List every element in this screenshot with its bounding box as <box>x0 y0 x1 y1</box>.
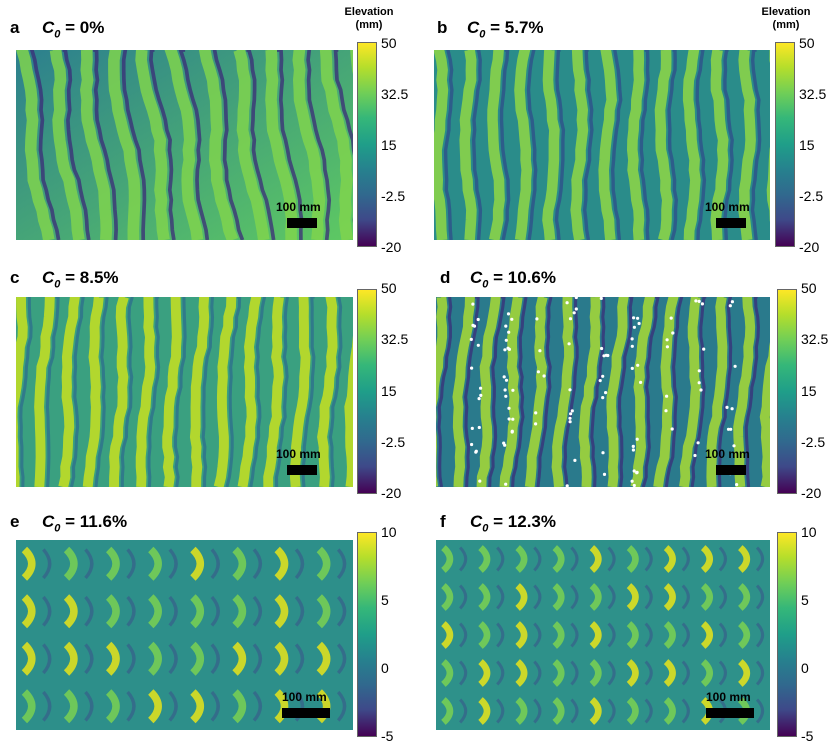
elevation-map-e <box>16 540 353 730</box>
colorbar-f <box>777 532 797 737</box>
colorbar-tick: 50 <box>381 35 397 51</box>
elevation-map-c <box>16 297 353 487</box>
colorbar-tick: 5 <box>801 592 809 608</box>
colorbar-tick: -20 <box>381 239 402 255</box>
colorbar-e <box>357 532 377 737</box>
panel-letter-d: d <box>440 268 451 287</box>
panel-title-c: C0 = 8.5% <box>42 268 119 291</box>
panel-title-a: C0 = 0% <box>42 18 105 41</box>
colorbar-tick: 32.5 <box>799 86 827 102</box>
panel-title-b: C0 = 5.7% <box>467 18 544 41</box>
colorbar-tick: 10 <box>381 524 397 540</box>
colorbar-tick: 32.5 <box>381 331 409 347</box>
colorbar-tick: -20 <box>381 485 402 501</box>
colorbar-tick: -2.5 <box>381 434 406 450</box>
colorbar-tick: 50 <box>799 35 815 51</box>
panel-letter-e: e <box>10 512 20 531</box>
panel-title-d: C0 = 10.6% <box>470 268 556 291</box>
panel-title-f: C0 = 12.3% <box>470 512 556 535</box>
colorbar-title-a: Elevation (mm) <box>344 6 394 31</box>
elevation-map-a <box>16 50 353 240</box>
colorbar-tick: -2.5 <box>801 434 826 450</box>
panel-letter-c: c <box>10 268 20 287</box>
colorbar-tick: -20 <box>801 485 822 501</box>
colorbar-c <box>357 289 377 494</box>
colorbar-tick: 32.5 <box>381 86 409 102</box>
elevation-map-b <box>434 50 770 240</box>
colorbar-tick: -5 <box>801 728 814 744</box>
colorbar-tick: 50 <box>801 280 817 296</box>
elevation-map-f <box>436 540 770 730</box>
panel-letter-b: b <box>437 18 448 37</box>
elevation-map-d <box>436 297 770 487</box>
colorbar-tick: 15 <box>801 383 817 399</box>
colorbar-tick: 50 <box>381 280 397 296</box>
colorbar-tick: 32.5 <box>801 331 829 347</box>
colorbar-tick: 15 <box>799 137 815 153</box>
colorbar-tick: -5 <box>381 728 394 744</box>
panel-title-e: C0 = 11.6% <box>42 512 128 535</box>
colorbar-d <box>777 289 797 494</box>
colorbar-tick: 0 <box>801 660 809 676</box>
panel-letter-f: f <box>440 512 446 531</box>
colorbar-tick: 15 <box>381 383 397 399</box>
colorbar-b <box>775 42 795 247</box>
colorbar-tick: -2.5 <box>799 188 824 204</box>
colorbar-tick: 15 <box>381 137 397 153</box>
colorbar-tick: -20 <box>799 239 820 255</box>
colorbar-tick: -2.5 <box>381 188 406 204</box>
colorbar-tick: 0 <box>381 660 389 676</box>
colorbar-title-b: Elevation (mm) <box>761 6 811 31</box>
colorbar-a <box>357 42 377 247</box>
colorbar-tick: 5 <box>381 592 389 608</box>
colorbar-tick: 10 <box>801 524 817 540</box>
panel-letter-a: a <box>10 18 20 37</box>
